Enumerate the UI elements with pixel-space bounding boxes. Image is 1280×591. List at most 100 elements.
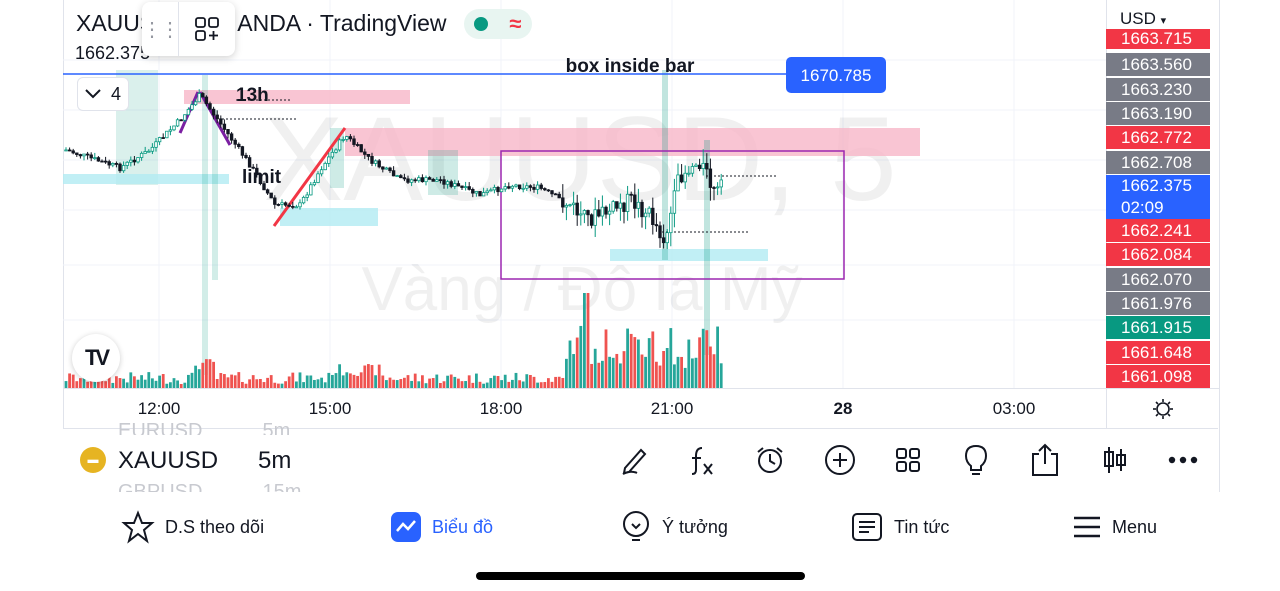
floating-toolbar[interactable]: ⋮⋮ xyxy=(142,2,235,56)
volume-bar xyxy=(187,374,190,388)
more-icon[interactable] xyxy=(1163,440,1203,480)
candle-body xyxy=(665,232,669,244)
candle-body xyxy=(85,153,90,156)
candle-body xyxy=(431,178,435,182)
price-tag: 1663.190 xyxy=(1106,101,1210,125)
volume-bar xyxy=(575,337,579,388)
volume-bar xyxy=(406,375,410,388)
volume-bar xyxy=(547,378,550,388)
candle-icon[interactable] xyxy=(1095,440,1135,480)
volume-bar xyxy=(255,379,259,388)
chart-area[interactable] xyxy=(63,0,1220,492)
volume-bar xyxy=(305,375,309,388)
candle-body xyxy=(136,157,140,163)
price-tag: 1662.070 xyxy=(1106,267,1210,291)
share-icon[interactable] xyxy=(1025,440,1065,480)
volume-bar xyxy=(413,373,417,388)
volume-bar xyxy=(133,376,136,388)
tradingview-logo-icon[interactable]: TV xyxy=(72,334,120,382)
chart-settings-button[interactable] xyxy=(1106,388,1219,429)
volume-bar xyxy=(212,361,215,388)
chart-icon xyxy=(391,512,421,542)
volume-bar xyxy=(691,358,694,388)
plus-circle-icon[interactable] xyxy=(820,440,860,480)
candle-body xyxy=(222,123,227,130)
volume-bar xyxy=(316,379,320,388)
volume-bar xyxy=(122,378,125,388)
candle-body xyxy=(593,209,597,226)
price-chart[interactable]: XAUUSD, 5 Vàng / Đô la Mỹ box inside bar… xyxy=(0,0,1106,388)
candle-body xyxy=(283,202,288,206)
currency-select[interactable]: USD ▾ xyxy=(1120,9,1166,29)
volume-bar xyxy=(586,293,590,388)
candle-body xyxy=(204,96,209,104)
volume-bar xyxy=(662,351,665,388)
candle-body xyxy=(197,93,201,103)
candle-body xyxy=(165,130,169,139)
nav-menu[interactable]: Menu xyxy=(1072,510,1157,544)
toolbar-divider xyxy=(178,2,179,56)
candle-body xyxy=(543,188,547,191)
interval-selector[interactable]: 5m xyxy=(258,447,292,474)
pen-icon[interactable] xyxy=(615,440,655,480)
candle-body xyxy=(327,156,331,164)
volume-bars xyxy=(64,293,723,388)
volume-bar xyxy=(421,375,424,388)
indicators-collapse-button[interactable]: 4 xyxy=(77,77,129,111)
market-status-pill[interactable]: ≈ xyxy=(464,9,532,39)
volume-bar xyxy=(442,381,446,388)
nav-watchlist[interactable]: D.S theo dõi xyxy=(121,510,264,544)
candle-body xyxy=(510,185,515,189)
candle-body xyxy=(219,118,223,125)
volume-bar xyxy=(435,374,439,388)
candle-body xyxy=(550,190,554,195)
volume-bar xyxy=(507,381,511,388)
nav-ideas[interactable]: Ý tưởng xyxy=(620,510,728,544)
volume-bar xyxy=(410,380,413,388)
price-tag: 1663.560 xyxy=(1106,53,1210,77)
candle-body xyxy=(337,139,342,151)
alarm-icon[interactable] xyxy=(750,440,790,480)
volume-bar xyxy=(658,365,662,388)
symbol-name[interactable]: XAUUSD xyxy=(118,447,219,474)
candle-body xyxy=(467,186,471,190)
volume-bar xyxy=(683,367,687,388)
add-layout-icon[interactable] xyxy=(179,16,235,42)
volume-bar xyxy=(478,381,482,388)
volume-bar xyxy=(464,381,467,388)
candle-body xyxy=(485,190,489,193)
volume-bar xyxy=(460,381,464,388)
volume-bar xyxy=(143,379,147,388)
nav-news[interactable]: Tin tức xyxy=(850,510,949,544)
gold-symbol-icon: ▬ xyxy=(80,447,106,473)
volume-bar xyxy=(377,364,381,388)
candle-body xyxy=(175,119,180,127)
volume-bar xyxy=(93,381,97,388)
time-label: 15:00 xyxy=(308,399,352,418)
candle-body xyxy=(348,136,353,140)
label-limit: limit xyxy=(242,167,282,188)
drag-handle-icon[interactable]: ⋮⋮ xyxy=(142,18,180,41)
candle-body xyxy=(100,160,104,163)
volume-bar xyxy=(349,373,352,388)
volume-bar xyxy=(291,372,295,388)
lightbulb-icon[interactable] xyxy=(956,440,996,480)
candle-body xyxy=(129,159,133,163)
volume-bar xyxy=(626,328,629,388)
volume-bar xyxy=(151,378,154,388)
candle-body xyxy=(582,210,587,215)
candle-body xyxy=(359,144,363,153)
candle-body xyxy=(67,149,72,152)
time-axis[interactable] xyxy=(63,388,1106,429)
grid-icon[interactable] xyxy=(888,440,928,480)
candle-body xyxy=(539,184,543,189)
volume-bar xyxy=(608,356,611,388)
volume-bar xyxy=(165,383,169,388)
candle-body xyxy=(568,204,572,207)
currency-label: USD xyxy=(1120,9,1156,28)
volume-bar xyxy=(223,374,226,388)
fx-icon[interactable] xyxy=(682,440,722,480)
volume-bar xyxy=(262,382,266,388)
candle-body xyxy=(625,193,630,212)
nav-chart[interactable]: Biểu đồ xyxy=(390,510,493,544)
